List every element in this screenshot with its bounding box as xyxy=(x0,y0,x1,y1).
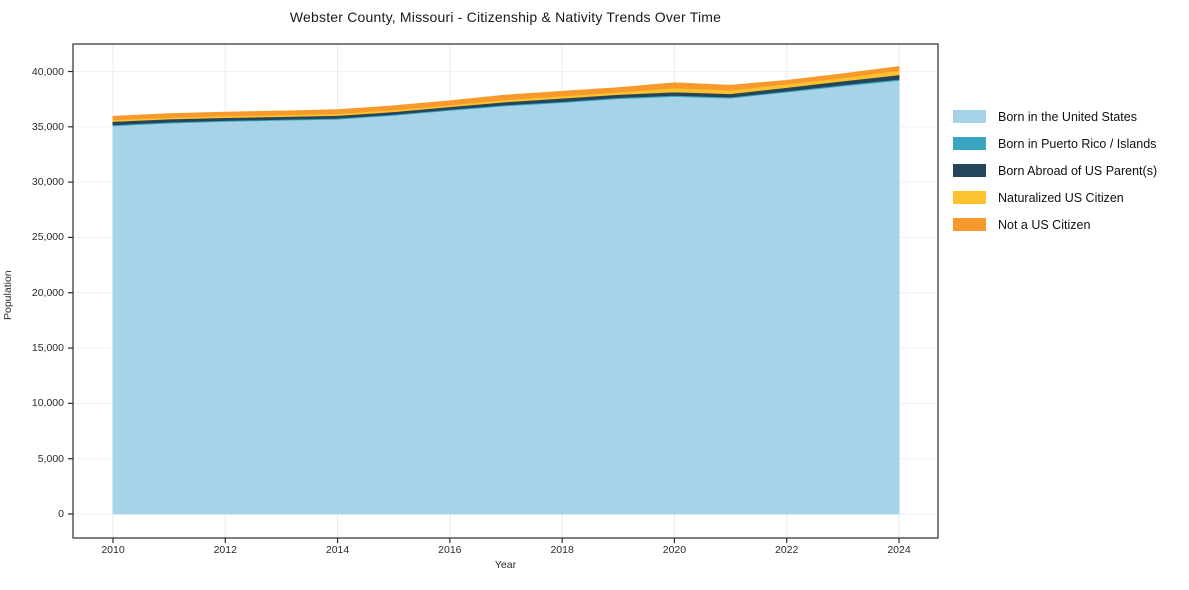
legend-label: Born Abroad of US Parent(s) xyxy=(998,163,1158,178)
x-tick-label: 2016 xyxy=(438,544,462,556)
y-tick-label: 20,000 xyxy=(31,286,64,299)
y-tick-label: 30,000 xyxy=(31,176,64,189)
y-tick-label: 5,000 xyxy=(37,452,64,465)
legend-item-0: Born in the United States xyxy=(953,103,1157,130)
chart-title: Webster County, Missouri - Citizenship &… xyxy=(289,9,722,25)
y-tick-label: 40,000 xyxy=(31,65,64,78)
legend-label: Not a US Citizen xyxy=(998,217,1091,232)
legend-label: Naturalized US Citizen xyxy=(998,190,1124,205)
x-axis-label: Year xyxy=(494,559,517,571)
y-tick-label: 25,000 xyxy=(31,231,64,244)
x-tick-label: 2014 xyxy=(325,544,350,556)
legend-item-4: Not a US Citizen xyxy=(953,211,1157,238)
area-series-0 xyxy=(112,79,900,515)
x-tick-label: 2022 xyxy=(775,544,799,556)
legend-item-2: Born Abroad of US Parent(s) xyxy=(953,157,1157,184)
legend: Born in the United States Born in Puerto … xyxy=(953,103,1157,238)
legend-swatch xyxy=(953,218,986,231)
x-tick-label: 2012 xyxy=(213,544,237,556)
y-tick-label: 15,000 xyxy=(31,342,64,355)
legend-label: Born in the United States xyxy=(998,109,1137,124)
y-tick-label: 35,000 xyxy=(31,120,64,133)
legend-label: Born in Puerto Rico / Islands xyxy=(998,136,1157,151)
y-tick-label: 10,000 xyxy=(31,397,64,410)
x-tick-label: 2010 xyxy=(101,544,125,556)
legend-swatch xyxy=(953,137,986,150)
legend-item-3: Naturalized US Citizen xyxy=(953,184,1157,211)
legend-item-1: Born in Puerto Rico / Islands xyxy=(953,130,1157,157)
x-tick-label: 2020 xyxy=(662,544,687,556)
legend-swatch xyxy=(953,191,986,204)
area-series-4 xyxy=(112,66,900,121)
x-tick-label: 2018 xyxy=(550,544,574,556)
legend-swatch xyxy=(953,110,986,123)
x-tick-label: 2024 xyxy=(887,544,911,556)
legend-swatch xyxy=(953,164,986,177)
y-tick-label: 0 xyxy=(58,508,64,520)
plot-border xyxy=(72,43,939,539)
